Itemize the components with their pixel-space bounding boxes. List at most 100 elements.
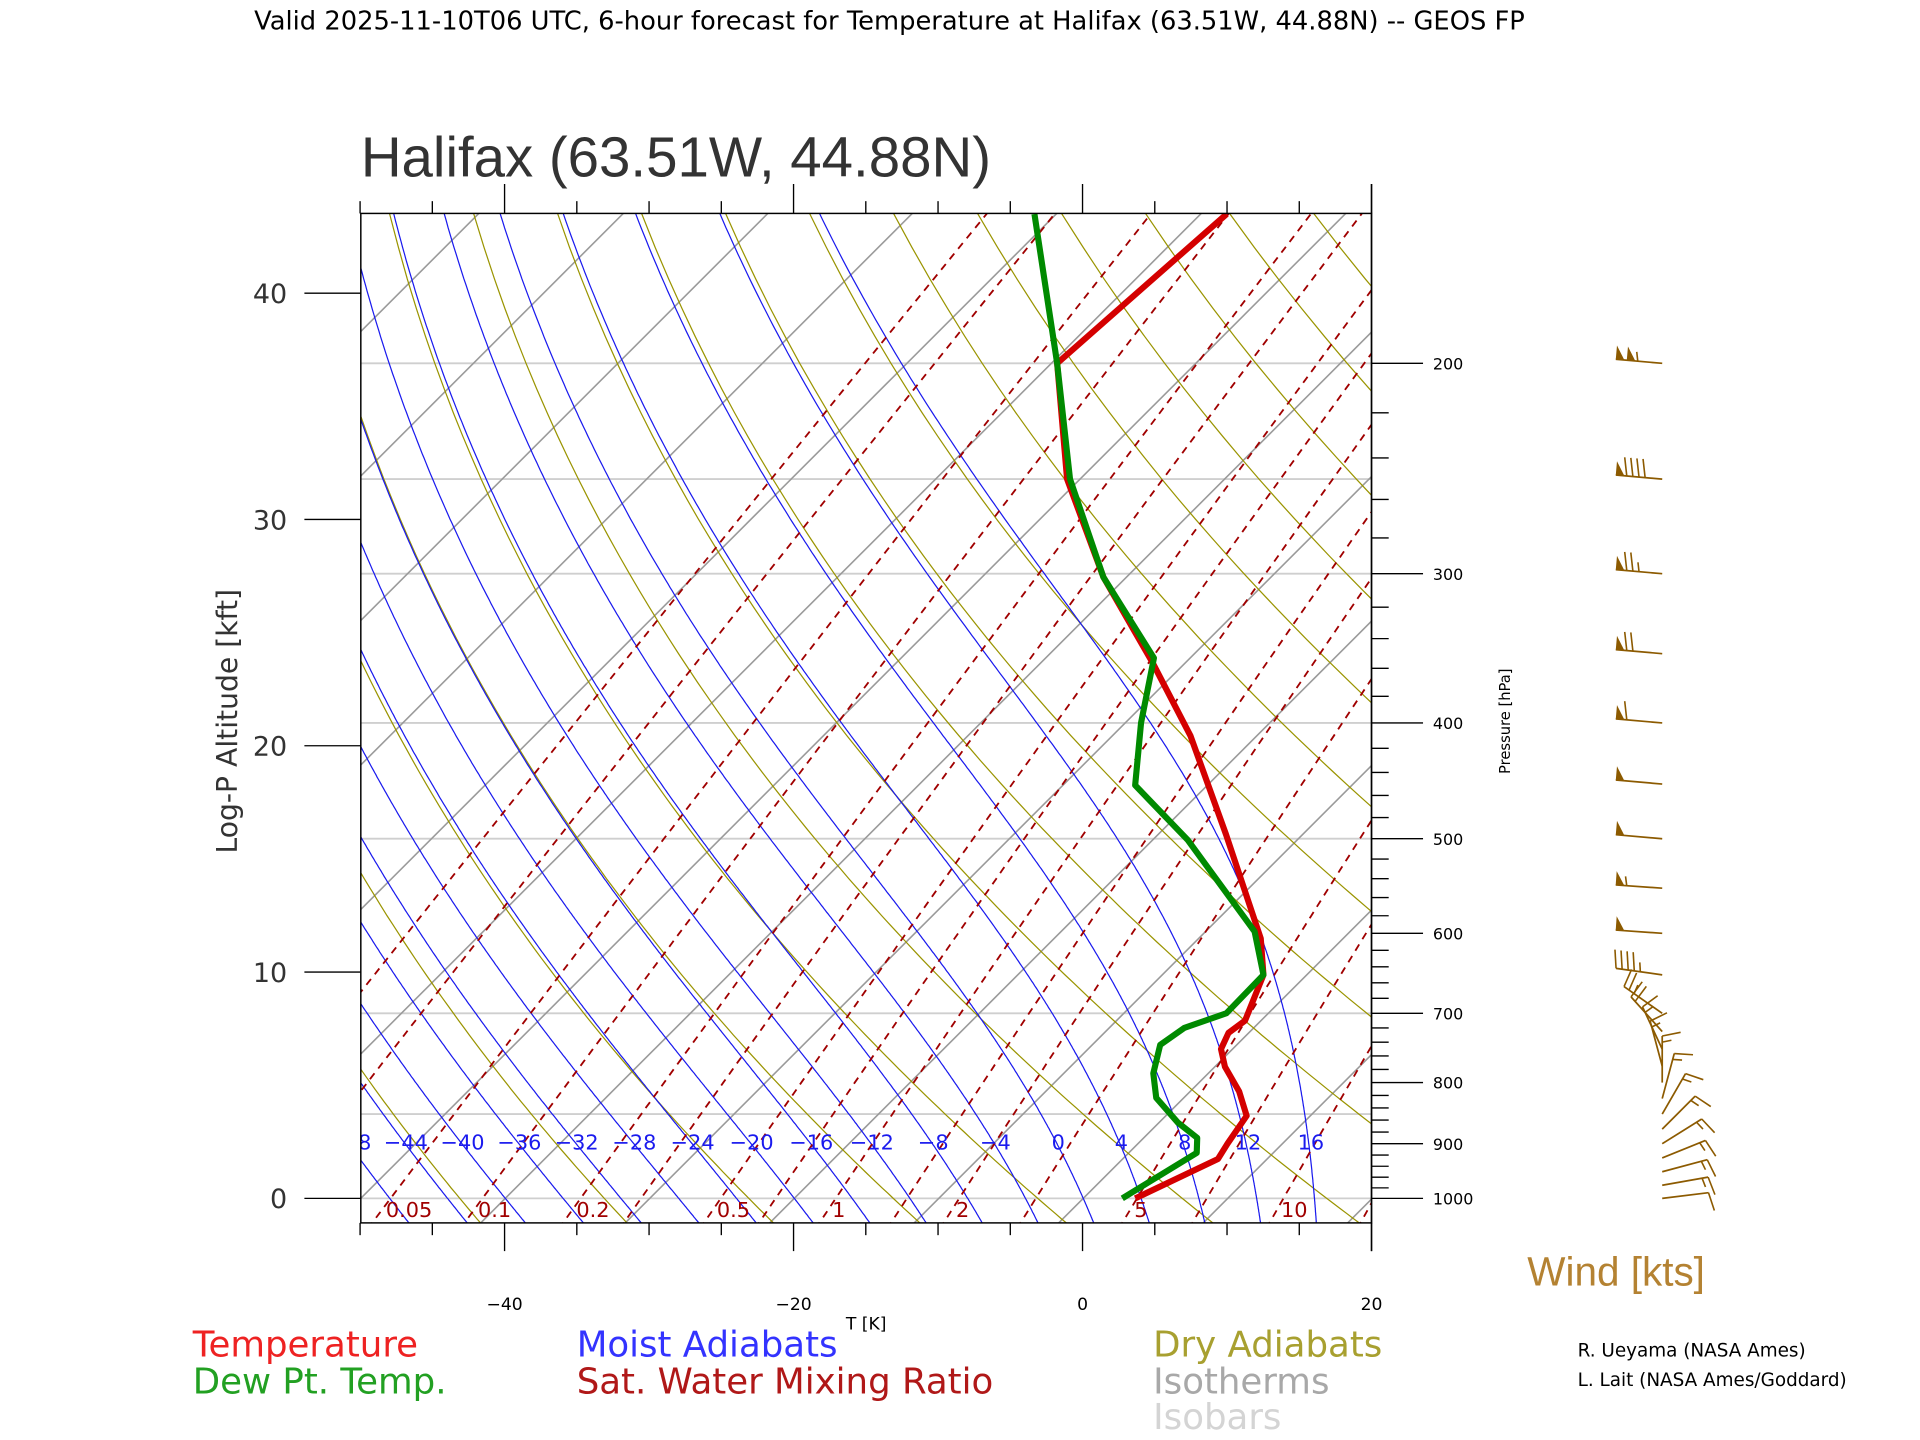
mixing-ratio-line (1019, 677, 1372, 1223)
pressure-tick-label: 500 (1433, 830, 1463, 849)
moist-adiabat-line (443, 213, 1039, 1223)
dry-adiabat-line (0, 178, 45, 1228)
wind-barb-shaft (1615, 929, 1663, 935)
moist-adiabat-line (360, 540, 814, 1223)
mixing-ratio-label: 0.2 (576, 1198, 609, 1222)
plot-area: −48 −44 −40 −36 −32 −28 −24 −20 −16 −12 −8 −4 0 4 8 12 1… (0, 178, 1920, 1228)
dry-adiabat-line (1060, 213, 1372, 600)
isotherm-line (1487, 178, 1920, 1228)
isotherm-line (913, 764, 1372, 1223)
dry-adiabats-layer (0, 178, 1920, 1228)
dry-adiabat-line (360, 871, 628, 1223)
altitude-tick-label: 0 (270, 1184, 287, 1215)
altitude-tick-label: 30 (253, 505, 287, 536)
mixing-ratio-line (1191, 922, 1372, 1223)
legend-dewpoint: Dew Pt. Temp. (193, 1361, 447, 1402)
wind-barb-half (1644, 1006, 1654, 1014)
moist-adiabat-label: −4 (980, 1130, 1011, 1154)
mixing-ratio-label: 5 (1134, 1198, 1147, 1222)
wind-barb-full (1694, 1095, 1712, 1108)
axes: −40 −20 0 200102030401000900800700600500400… (253, 183, 1474, 1315)
mixing-ratio-line (1359, 1200, 1372, 1223)
moist-adiabat-label: −16 (789, 1130, 833, 1154)
legend-isobars: Isobars (1153, 1397, 1281, 1438)
wind-barb (1615, 345, 1663, 365)
wind-barb-full (1626, 951, 1630, 971)
mixing-ratio-label: 2 (956, 1198, 969, 1222)
wind-barb-half (1690, 1099, 1700, 1107)
wind-barb-half (1639, 962, 1642, 972)
wind-barb (1615, 871, 1663, 890)
wind-barb-half (1682, 1078, 1692, 1083)
altitude-tick-label: 20 (253, 732, 287, 763)
wind-barb-full (1634, 985, 1647, 1002)
wind-barb-half (1662, 1039, 1672, 1043)
wind-barb-shaft (1615, 967, 1663, 976)
wind-barb-full (1614, 949, 1617, 969)
wind-barb (1615, 701, 1663, 724)
wind-barb-full (1623, 969, 1633, 987)
wind-barb (1615, 916, 1663, 935)
mixing-ratio-line (1268, 1044, 1372, 1223)
wind-barb (1661, 1095, 1712, 1130)
dry-adiabat-line (1144, 213, 1372, 497)
pressure-tick-label: 1000 (1433, 1189, 1474, 1208)
dry-adiabat-line (1535, 178, 1920, 1228)
credit-line-1: R. Ueyama (NASA Ames) (1578, 1341, 1806, 1362)
moist-adiabat-label: −48 (327, 1130, 371, 1154)
mixing-ratio-label: 10 (1281, 1198, 1308, 1222)
wind-barb (1662, 1176, 1716, 1195)
mixing-ratio-line (360, 213, 1057, 1093)
legend-moist-adiabats: Moist Adiabats (577, 1325, 838, 1366)
isotherm-line (360, 213, 480, 333)
isotherm-line (360, 213, 625, 478)
moist-adiabat-line (360, 745, 700, 1223)
dry-adiabat-line (1452, 178, 1920, 1228)
wind-barb-full (1706, 1159, 1717, 1177)
wind-barb-half (1624, 876, 1628, 886)
mixing-ratio-label: 0.1 (478, 1198, 511, 1222)
isobars-layer (360, 362, 1372, 1200)
mixing-ratio-line (889, 510, 1372, 1223)
wind-barb-pennant (1615, 916, 1625, 931)
mixing-ratio-line (757, 351, 1372, 1223)
wind-barb-half (1672, 1058, 1683, 1061)
dry-adiabat-line (724, 213, 1372, 1018)
moist-adiabat-line (562, 213, 1150, 1223)
moist-adiabat-label: −20 (730, 1130, 774, 1154)
isotherm-line (360, 213, 769, 622)
isotherm-line (360, 213, 914, 767)
moist-adiabat-line (360, 1081, 468, 1223)
wind-barb-shaft (1662, 1191, 1709, 1200)
isotherm-line (0, 178, 225, 1228)
pressure-tick-label: 800 (1433, 1074, 1463, 1093)
moist-adiabat-line (499, 213, 1095, 1223)
wind-barb-full (1623, 551, 1628, 571)
wind-barb-shaft (1661, 1073, 1687, 1115)
profiles-layer (1031, 213, 1267, 1202)
wind-barb-pennant (1615, 705, 1625, 720)
wind-barb-full (1623, 457, 1628, 477)
x-axis-label: T [K] (845, 1315, 887, 1335)
wind-barb-pennant (1615, 461, 1625, 476)
moist-adiabat-line (360, 417, 871, 1223)
wind-barb-pennant (1626, 346, 1636, 361)
wind-barb-full (1642, 458, 1646, 478)
mixing-ratio-line (702, 288, 1372, 1223)
wind-barb-shaft (1615, 568, 1663, 575)
page-title: Valid 2025-11-10T06 UTC, 6-hour forecast… (254, 6, 1525, 36)
altitude-tick-label: 10 (253, 958, 287, 989)
wind-barb-full (1649, 1012, 1668, 1022)
dry-adiabat-line (1228, 213, 1372, 393)
mixing-ratio-label: 0.5 (717, 1198, 750, 1222)
wind-barb-full (1642, 995, 1659, 1008)
pressure-tick-label: 700 (1433, 1004, 1463, 1023)
isotherms-layer (0, 178, 1920, 1228)
wind-barb-full (1704, 1140, 1717, 1157)
wind-label: Wind [kts] (1527, 1248, 1705, 1294)
dry-adiabat-line (388, 213, 1068, 1223)
wind-barb-full (1623, 701, 1628, 720)
x-tick-label: 20 (1361, 1295, 1383, 1315)
pressure-tick-label: 300 (1433, 565, 1463, 584)
dry-adiabat-line (808, 213, 1372, 913)
